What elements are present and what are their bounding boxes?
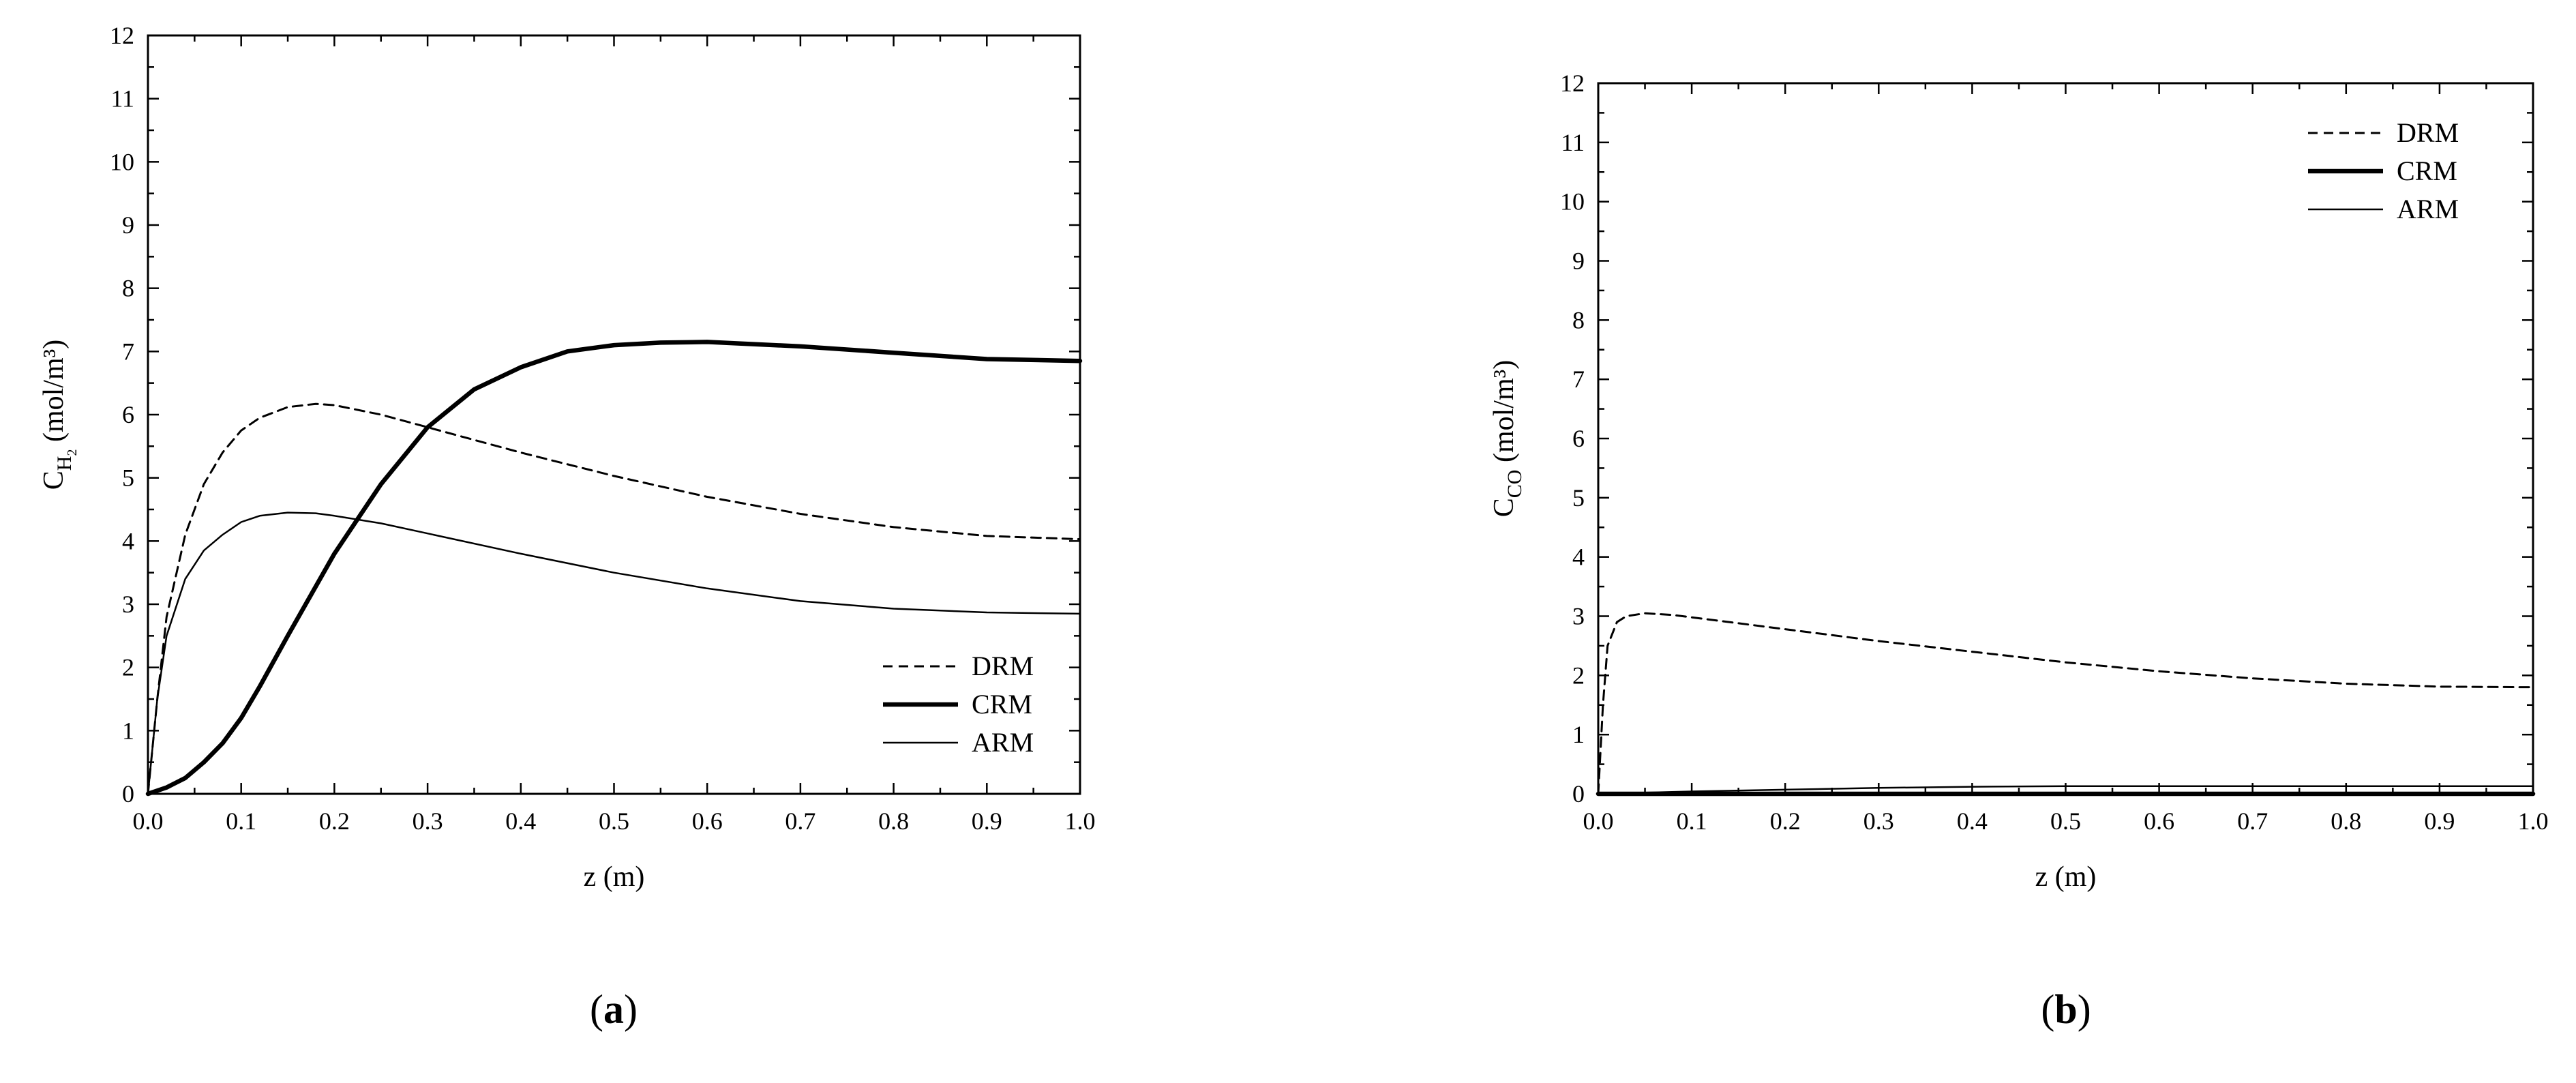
y-tick-label: 3 [122, 591, 134, 618]
legend-label-drm: DRM [2397, 117, 2459, 148]
y-axis-label-sub: CO [1503, 470, 1526, 499]
y-tick-label: 8 [1572, 306, 1585, 333]
panel-label: (a) [590, 987, 638, 1032]
y-tick-label: 0 [1572, 780, 1585, 807]
y-axis-label: CCO (mol/m³) [1488, 360, 1526, 517]
y-tick-label: 9 [1572, 248, 1585, 275]
series-line-drm [1597, 612, 2534, 795]
legend-label-arm: ARM [972, 727, 1034, 758]
x-tick-label: 0.5 [599, 807, 629, 835]
x-axis-label: z (m) [2035, 861, 2097, 893]
y-tick-label: 5 [122, 464, 134, 492]
plot-frame [1597, 82, 2534, 795]
y-tick-label: 6 [1572, 425, 1585, 452]
y-axis-label-sub: H [53, 456, 76, 471]
x-tick-label: 0.3 [413, 807, 443, 835]
x-tick-label: 0.0 [133, 807, 164, 835]
x-tick-label: 0.2 [1770, 807, 1801, 835]
y-tick-label: 7 [1572, 366, 1585, 393]
y-tick-label: 2 [1572, 662, 1585, 689]
series-line-crm [145, 340, 1083, 797]
y-tick-label: 9 [122, 211, 134, 239]
y-tick-label: 4 [1572, 544, 1585, 571]
series-line-arm [1597, 785, 2534, 795]
plot-frame [147, 34, 1081, 795]
x-tick-label: 0.6 [692, 807, 723, 835]
y-axis-label: CH2 (mol/m³) [38, 340, 80, 490]
x-tick-label: 0.5 [2050, 807, 2081, 835]
y-tick-label: 10 [110, 148, 134, 175]
x-tick-label: 1.0 [1065, 807, 1096, 835]
y-tick-label: 11 [1561, 129, 1585, 156]
series-line-drm [147, 402, 1081, 795]
panel-label: (b) [2041, 987, 2091, 1032]
y-tick-label: 3 [1572, 603, 1585, 630]
y-axis-label-unit: (mol/m³) [38, 340, 70, 449]
series-line-arm [147, 511, 1081, 795]
x-tick-label: 0.3 [1863, 807, 1894, 835]
x-tick-label: 0.4 [505, 807, 536, 835]
legend-label-arm: ARM [2397, 194, 2459, 224]
legend-label-drm: DRM [972, 651, 1034, 681]
x-tick-label: 0.8 [878, 807, 909, 835]
x-tick-label: 1.0 [2518, 807, 2549, 835]
x-tick-label: 0.4 [1957, 807, 1988, 835]
y-tick-label: 4 [122, 527, 134, 554]
x-tick-label: 0.7 [2237, 807, 2268, 835]
y-axis-label-main: C [1488, 498, 1520, 517]
x-tick-label: 0.2 [319, 807, 350, 835]
x-tick-label: 0.0 [1583, 807, 1614, 835]
x-tick-label: 0.9 [2424, 807, 2455, 835]
x-tick-label: 0.7 [785, 807, 815, 835]
y-tick-label: 6 [122, 401, 134, 428]
y-tick-label: 12 [110, 22, 134, 49]
y-axis-label-unit: (mol/m³) [1488, 360, 1520, 470]
y-tick-label: 1 [1572, 721, 1585, 748]
y-axis-label-subsub: 2 [65, 449, 80, 456]
y-axis-label-main: C [38, 471, 70, 490]
y-tick-label: 7 [122, 338, 134, 365]
x-tick-label: 0.9 [972, 807, 1002, 835]
y-tick-label: 8 [122, 275, 134, 302]
x-axis-label: z (m) [584, 861, 645, 893]
y-tick-label: 0 [122, 780, 134, 807]
legend-label-crm: CRM [972, 689, 1032, 719]
x-tick-label: 0.1 [1677, 807, 1707, 835]
x-tick-label: 0.6 [2144, 807, 2174, 835]
legend-label-crm: CRM [2397, 155, 2457, 186]
y-tick-label: 2 [122, 654, 134, 681]
x-tick-label: 0.8 [2331, 807, 2361, 835]
y-tick-label: 12 [1560, 70, 1585, 97]
y-tick-label: 1 [122, 717, 134, 744]
y-tick-label: 11 [110, 85, 134, 113]
y-tick-label: 5 [1572, 484, 1585, 511]
y-tick-label: 10 [1560, 188, 1585, 216]
x-tick-label: 0.1 [226, 807, 256, 835]
